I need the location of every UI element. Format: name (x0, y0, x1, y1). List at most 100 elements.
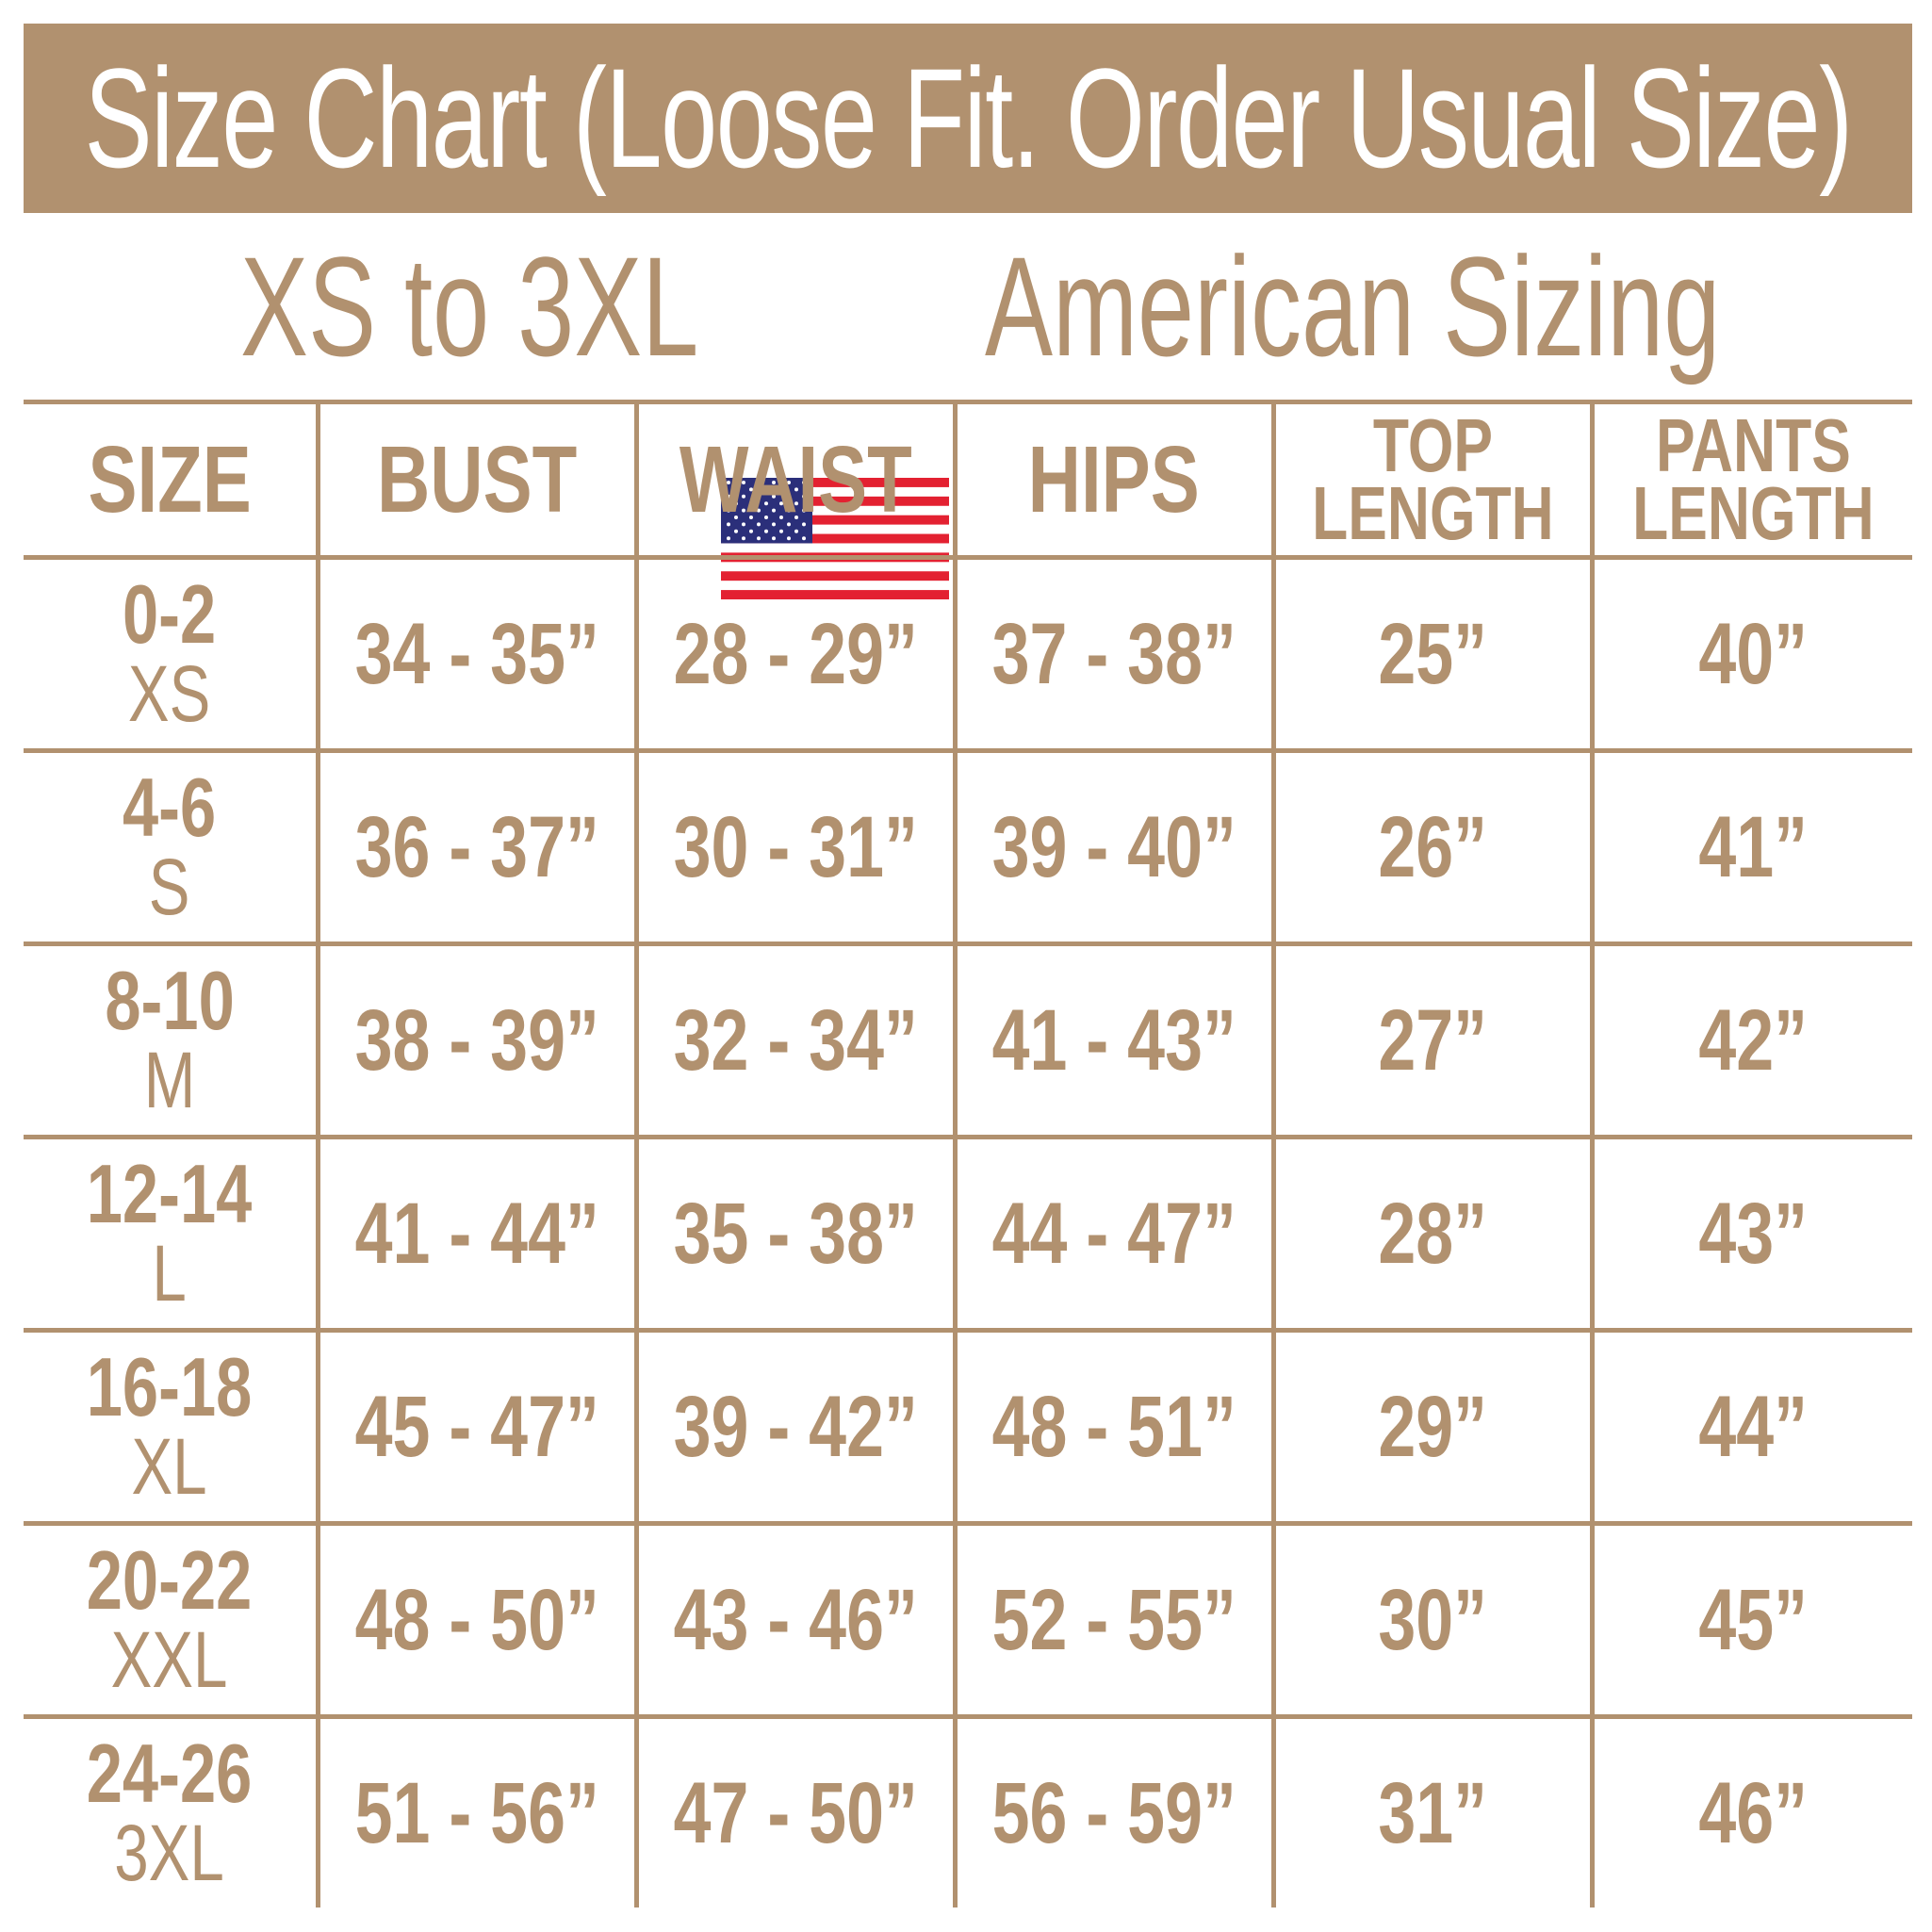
cell-text: 28” (1378, 1185, 1487, 1282)
header-bust: BUST (315, 400, 639, 560)
cell-text: 56 - 59” (991, 1764, 1236, 1861)
cell-text: 44” (1698, 1378, 1809, 1475)
top-cell: 28” (1270, 1135, 1595, 1333)
hips-cell: 39 - 40” (952, 748, 1276, 946)
cell-text: L (152, 1229, 187, 1318)
cell-text: 37 - 38” (991, 605, 1236, 702)
bust-cell: 34 - 35” (315, 555, 639, 753)
table-row: 24-26 3XL 51 - 56” 47 - 50” 56 - 59” 31” 46” (24, 1714, 1912, 1907)
pants-cell: 45” (1589, 1521, 1912, 1719)
cell-text: 4-6 (123, 761, 217, 854)
cell-text: 44 - 47” (991, 1185, 1236, 1282)
table-row: 4-6 S 36 - 37” 30 - 31” 39 - 40” 26” 41” (24, 748, 1912, 946)
hips-cell: 37 - 38” (952, 555, 1276, 753)
cell-text: 24-26 (86, 1727, 253, 1820)
cell-text: 51 - 56” (354, 1764, 599, 1861)
cell-text: 25” (1378, 605, 1487, 702)
cell-text: LENGTH (1631, 471, 1875, 555)
cell-text: 39 - 42” (673, 1378, 918, 1475)
top-cell: 25” (1270, 555, 1595, 753)
top-cell: 29” (1270, 1328, 1595, 1526)
size-cell: 20-22 XXL (24, 1521, 320, 1719)
sizing-label: American Sizing (985, 227, 1721, 385)
bust-cell: 41 - 44” (315, 1135, 639, 1333)
cell-text: 0-2 (123, 567, 217, 661)
cell-text: 43 - 46” (673, 1571, 918, 1668)
cell-text: 35 - 38” (673, 1185, 918, 1282)
hips-cell: 48 - 51” (952, 1328, 1276, 1526)
size-cell: 0-2 XS (24, 555, 320, 753)
cell-text: 47 - 50” (673, 1764, 918, 1861)
cell-text: M (143, 1036, 196, 1124)
top-cell: 26” (1270, 748, 1595, 946)
cell-text: 30” (1378, 1571, 1487, 1668)
cell-text: 45” (1698, 1571, 1809, 1668)
cell-text: HIPS (1027, 427, 1201, 532)
bust-cell: 51 - 56” (315, 1714, 639, 1907)
pants-cell: 43” (1589, 1135, 1912, 1333)
header-top-length: TOP LENGTH (1270, 400, 1595, 560)
size-table: SIZE BUST WAIST HIPS TOP LENGTH PANTS LENG… (24, 400, 1912, 1907)
waist-cell: 43 - 46” (633, 1521, 958, 1719)
cell-text: 8-10 (105, 954, 235, 1047)
table-row: 0-2 XS 34 - 35” 28 - 29” 37 - 38” 25” 40” (24, 555, 1912, 753)
cell-text: SIZE (88, 427, 252, 532)
page-title: Size Chart (Loose Fit. Order Usual Size) (84, 39, 1853, 197)
subtitle: XS to 3XL American Sizing (0, 227, 1932, 599)
size-cell: 16-18 XL (24, 1328, 320, 1526)
cell-text: 41” (1698, 798, 1809, 895)
pants-cell: 41” (1589, 748, 1912, 946)
cell-text: 32 - 34” (673, 991, 918, 1089)
cell-text: XL (131, 1422, 207, 1511)
cell-text: WAIST (679, 427, 912, 532)
pants-cell: 42” (1589, 941, 1912, 1139)
cell-text: 52 - 55” (991, 1571, 1236, 1668)
hips-cell: 52 - 55” (952, 1521, 1276, 1719)
header-pants-length: PANTS LENGTH (1589, 400, 1912, 560)
cell-text: 26” (1378, 798, 1487, 895)
table-row: 8-10 M 38 - 39” 32 - 34” 41 - 43” 27” 42” (24, 941, 1912, 1139)
pants-cell: 46” (1589, 1714, 1912, 1907)
header-hips: HIPS (952, 400, 1276, 560)
header-size: SIZE (24, 400, 320, 560)
cell-text: S (148, 843, 190, 931)
cell-text: 41 - 43” (991, 991, 1236, 1089)
cell-text: 31” (1378, 1764, 1487, 1861)
pants-cell: 44” (1589, 1328, 1912, 1526)
table-row: 20-22 XXL 48 - 50” 43 - 46” 52 - 55” 30” 45” (24, 1521, 1912, 1719)
cell-text: XXL (110, 1615, 228, 1704)
cell-text: 43” (1698, 1185, 1809, 1282)
cell-text: TOP (1372, 403, 1493, 487)
cell-text: 48 - 50” (354, 1571, 599, 1668)
cell-text: 45 - 47” (354, 1378, 599, 1475)
table-row: 12-14 L 41 - 44” 35 - 38” 44 - 47” 28” 43” (24, 1135, 1912, 1333)
pants-cell: 40” (1589, 555, 1912, 753)
size-cell: 4-6 S (24, 748, 320, 946)
title-banner: Size Chart (Loose Fit. Order Usual Size) (24, 24, 1912, 213)
hips-cell: 41 - 43” (952, 941, 1276, 1139)
cell-text: 42” (1698, 991, 1809, 1089)
table-row: 16-18 XL 45 - 47” 39 - 42” 48 - 51” 29” 44” (24, 1328, 1912, 1526)
waist-cell: 35 - 38” (633, 1135, 958, 1333)
cell-text: XS (128, 649, 211, 738)
size-cell: 8-10 M (24, 941, 320, 1139)
size-range: XS to 3XL (240, 227, 699, 385)
top-cell: 31” (1270, 1714, 1595, 1907)
cell-text: BUST (376, 427, 578, 532)
hips-cell: 44 - 47” (952, 1135, 1276, 1333)
bust-cell: 36 - 37” (315, 748, 639, 946)
cell-text: 38 - 39” (354, 991, 599, 1089)
size-cell: 24-26 3XL (24, 1714, 320, 1907)
header-row: SIZE BUST WAIST HIPS TOP LENGTH PANTS LENG… (24, 400, 1912, 560)
waist-cell: 47 - 50” (633, 1714, 958, 1907)
header-waist: WAIST (633, 400, 958, 560)
cell-text: LENGTH (1311, 471, 1554, 555)
cell-text: 39 - 40” (991, 798, 1236, 895)
cell-text: 16-18 (86, 1340, 253, 1433)
top-cell: 27” (1270, 941, 1595, 1139)
cell-text: PANTS (1655, 403, 1851, 487)
cell-text: 20-22 (86, 1533, 253, 1627)
cell-text: 29” (1378, 1378, 1487, 1475)
waist-cell: 39 - 42” (633, 1328, 958, 1526)
bust-cell: 38 - 39” (315, 941, 639, 1139)
